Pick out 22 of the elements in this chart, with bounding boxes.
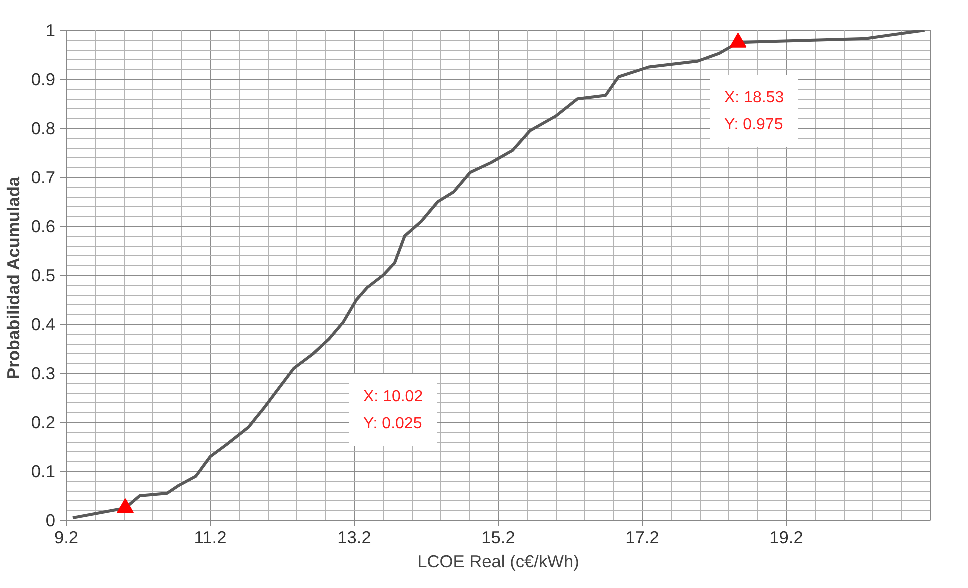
x-tick-label: 17.2: [626, 528, 660, 548]
y-tick-label: 1: [46, 20, 56, 40]
y-tick-label: 0.8: [31, 118, 56, 138]
x-tick-label: 13.2: [338, 528, 372, 548]
line-series: [71, 30, 926, 520]
y-axis-title: Probabilidad Acumulada: [3, 176, 24, 380]
y-tick-label: 0: [46, 510, 56, 530]
y-tick-label: 0.9: [31, 70, 56, 90]
x-tick-label: 9.2: [54, 528, 79, 548]
x-tick-label: 19.2: [770, 528, 804, 548]
annotation: X: 10.02 Y: 0.025: [364, 388, 424, 432]
x-tick-label: 15.2: [482, 528, 516, 548]
y-tick-label: 0.6: [31, 216, 56, 236]
x-tick-label: 11.2: [194, 528, 227, 548]
y-tick-label: 0.5: [31, 266, 56, 286]
annotation: X: 18.53 Y: 0.975: [724, 89, 784, 134]
y-tick-label: 0.2: [31, 412, 56, 432]
y-tick-label: 0.3: [31, 364, 56, 384]
y-tick-label: 0.1: [31, 462, 56, 482]
y-tick-label: 0.4: [31, 314, 56, 334]
x-axis-title: LCOE Real (c€/kWh): [418, 552, 580, 572]
y-tick-label: 0.7: [31, 168, 56, 188]
